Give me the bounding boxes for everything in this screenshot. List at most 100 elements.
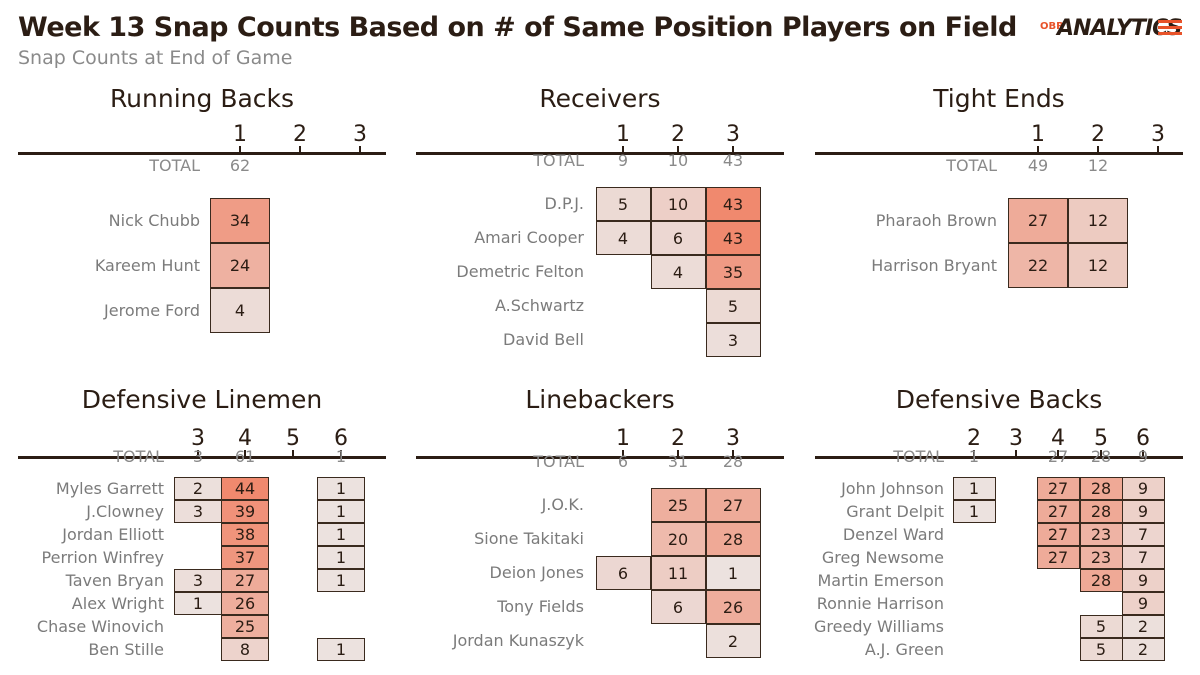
- snap-cell: 1: [952, 477, 996, 500]
- total-label: TOTAL: [893, 447, 944, 466]
- column-header: 1: [616, 122, 630, 147]
- snap-cell: 37: [221, 546, 269, 569]
- snap-cell: 9: [1121, 592, 1165, 615]
- total-value: 9: [617, 151, 629, 170]
- snap-cell: 39: [221, 500, 269, 523]
- column-header: 6: [1136, 426, 1150, 451]
- row-label: J.O.K.: [541, 495, 584, 514]
- logo-stripes-icon: [1158, 20, 1182, 42]
- snap-cell: 10: [650, 187, 706, 221]
- row-label: Jerome Ford: [104, 300, 200, 320]
- column-header: 2: [1091, 122, 1105, 147]
- row-label: A.Schwartz: [495, 296, 584, 315]
- snap-cell: 25: [650, 488, 706, 522]
- snap-cell: 26: [705, 590, 761, 624]
- snap-cell: 43: [705, 187, 761, 221]
- row-label: Perrion Winfrey: [41, 547, 164, 567]
- total-value: 3: [192, 447, 204, 466]
- total-label: TOTAL: [533, 452, 584, 471]
- column-tick: [197, 450, 199, 457]
- panel-title: Linebackers: [525, 385, 675, 414]
- row-label: Taven Bryan: [65, 570, 164, 590]
- column-header: 1: [1031, 122, 1045, 147]
- snap-cell: 7: [1121, 546, 1165, 569]
- snap-cell: 27: [1008, 198, 1068, 243]
- snap-cell: 4: [650, 255, 706, 289]
- snap-cell: 27: [1036, 546, 1080, 569]
- row-label: Kareem Hunt: [94, 255, 200, 275]
- total-value: 49: [1027, 156, 1049, 175]
- header-rule: [815, 152, 1183, 155]
- total-value: 28: [722, 452, 744, 471]
- page-title: Week 13 Snap Counts Based on # of Same P…: [18, 12, 1017, 43]
- column-header: 5: [286, 426, 300, 451]
- row-label: Jordan Kunaszyk: [452, 631, 584, 650]
- total-value: 9: [1137, 447, 1149, 466]
- column-tick: [732, 450, 734, 457]
- snap-cell: 5: [1079, 615, 1123, 638]
- row-label: Myles Garrett: [55, 478, 164, 498]
- column-tick: [292, 450, 294, 457]
- column-tick: [244, 450, 246, 457]
- column-tick: [1057, 450, 1059, 457]
- snap-cell: 27: [221, 569, 269, 592]
- snap-cell: 2: [705, 624, 761, 658]
- column-header: 3: [726, 122, 740, 147]
- snap-cell: 1: [317, 546, 365, 569]
- snap-cell: 27: [705, 488, 761, 522]
- column-header: 2: [671, 122, 685, 147]
- snap-cell: 4: [595, 221, 651, 255]
- row-label: David Bell: [503, 330, 584, 349]
- row-label: Jordan Elliott: [62, 524, 164, 544]
- column-tick: [622, 450, 624, 457]
- total-value: 27: [1047, 447, 1069, 466]
- row-label: Harrison Bryant: [871, 255, 997, 275]
- snap-cell: 1: [705, 556, 761, 590]
- snap-cell: 1: [174, 592, 222, 615]
- row-label: Tony Fields: [497, 597, 584, 616]
- column-tick: [622, 146, 624, 153]
- column-header: 1: [616, 426, 630, 451]
- row-label: Amari Cooper: [474, 228, 584, 247]
- snap-cell: 22: [1008, 243, 1068, 288]
- snap-cell: 11: [650, 556, 706, 590]
- column-header: 2: [671, 426, 685, 451]
- row-label: Chase Winovich: [36, 616, 164, 636]
- snap-cell: 1: [317, 638, 365, 661]
- page-subtitle: Snap Counts at End of Game: [18, 47, 293, 69]
- row-label: Demetric Felton: [456, 262, 584, 281]
- column-header: 2: [293, 122, 307, 147]
- snap-cell: 1: [317, 477, 365, 500]
- snap-cell: 1: [317, 500, 365, 523]
- snap-cell: 7: [1121, 523, 1165, 546]
- column-header: 5: [1094, 426, 1108, 451]
- snap-cell: 9: [1121, 569, 1165, 592]
- snap-cell: 23: [1079, 523, 1123, 546]
- column-tick: [239, 146, 241, 153]
- total-value: 1: [968, 447, 980, 466]
- snap-cell: 28: [705, 522, 761, 556]
- column-tick: [732, 146, 734, 153]
- snap-cell: 27: [1036, 477, 1080, 500]
- panel-receivers: Receivers 1 2 3 TOTAL 9 10 43 D.P.J. 5 10 43 Amari C…: [416, 84, 784, 369]
- total-label: TOTAL: [533, 151, 584, 170]
- total-label: TOTAL: [113, 447, 164, 466]
- row-label: Greedy Williams: [814, 616, 944, 636]
- snap-cell: 6: [595, 556, 651, 590]
- logo-prefix: OBR: [1040, 21, 1064, 32]
- snap-cell: 2: [174, 477, 222, 500]
- snap-cell: 27: [1036, 500, 1080, 523]
- row-label: Grant Delpit: [846, 501, 944, 521]
- snap-cell: 5: [705, 289, 761, 323]
- column-tick: [340, 450, 342, 457]
- snap-cell: 27: [1036, 523, 1080, 546]
- row-label: Deion Jones: [489, 563, 584, 582]
- header-rule: [416, 152, 784, 155]
- snap-cell: 12: [1068, 198, 1128, 243]
- snap-cell: 20: [650, 522, 706, 556]
- row-label: John Johnson: [841, 478, 944, 498]
- row-label: Ronnie Harrison: [816, 593, 944, 613]
- panel-defensive-linemen: Defensive Linemen 3 4 5 6 TOTAL 3 61 1 Myles Garr…: [18, 385, 386, 670]
- snap-cell: 6: [650, 221, 706, 255]
- panel-title: Defensive Backs: [895, 385, 1103, 414]
